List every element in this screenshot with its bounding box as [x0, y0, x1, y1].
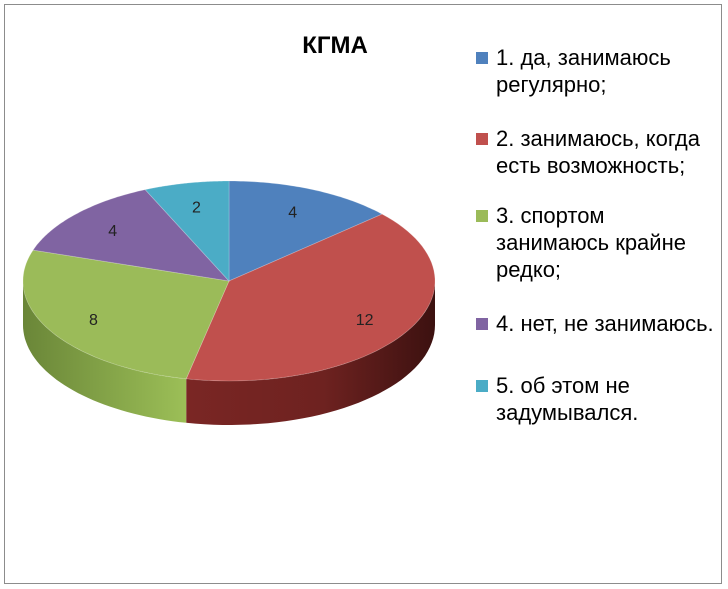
legend-item-4: 4. нет, не занимаюсь. [474, 310, 714, 337]
pie-data-labels: 4 12 8 4 2 [89, 200, 374, 329]
data-label-2: 12 [356, 312, 374, 329]
legend-label-1: 1. да, занимаюсь регулярно; [496, 45, 671, 97]
pie-slice-4 [32, 189, 231, 282]
legend-item-5: 5. об этом не задумывался. [474, 372, 714, 426]
data-label-3: 8 [89, 312, 98, 329]
legend-swatch-2 [476, 133, 488, 145]
data-label-4: 4 [108, 223, 117, 240]
pie-slice-1 [228, 180, 384, 282]
legend-label-2: 2. занимаюсь, когда есть возможность; [496, 126, 700, 178]
legend-swatch-1 [476, 52, 488, 64]
pie-side-3 [23, 281, 187, 423]
legend-label-5: 5. об этом не задумывался. [496, 373, 639, 425]
legend-item-3: 3. спортом занимаюсь крайне редко; [474, 202, 714, 283]
pie-slice-3 [22, 249, 230, 380]
legend: 1. да, занимаюсь регулярно; 2. занимаюсь,… [474, 44, 714, 426]
data-label-5: 2 [192, 200, 201, 217]
legend-swatch-4 [476, 318, 488, 330]
pie-side-2 [186, 281, 435, 425]
pie-sides [23, 281, 435, 425]
data-label-1: 4 [288, 205, 297, 222]
legend-item-2: 2. занимаюсь, когда есть возможность; [474, 125, 714, 179]
legend-item-1: 1. да, занимаюсь регулярно; [474, 44, 714, 98]
legend-label-4: 4. нет, не занимаюсь. [496, 311, 714, 336]
pie-slice-2 [185, 213, 436, 382]
legend-label-3: 3. спортом занимаюсь крайне редко; [496, 203, 686, 282]
chart-title: КГМА [302, 32, 368, 59]
pie-slices [22, 180, 436, 382]
pie-slice-5 [144, 180, 230, 283]
legend-swatch-5 [476, 380, 488, 392]
legend-swatch-3 [476, 210, 488, 222]
